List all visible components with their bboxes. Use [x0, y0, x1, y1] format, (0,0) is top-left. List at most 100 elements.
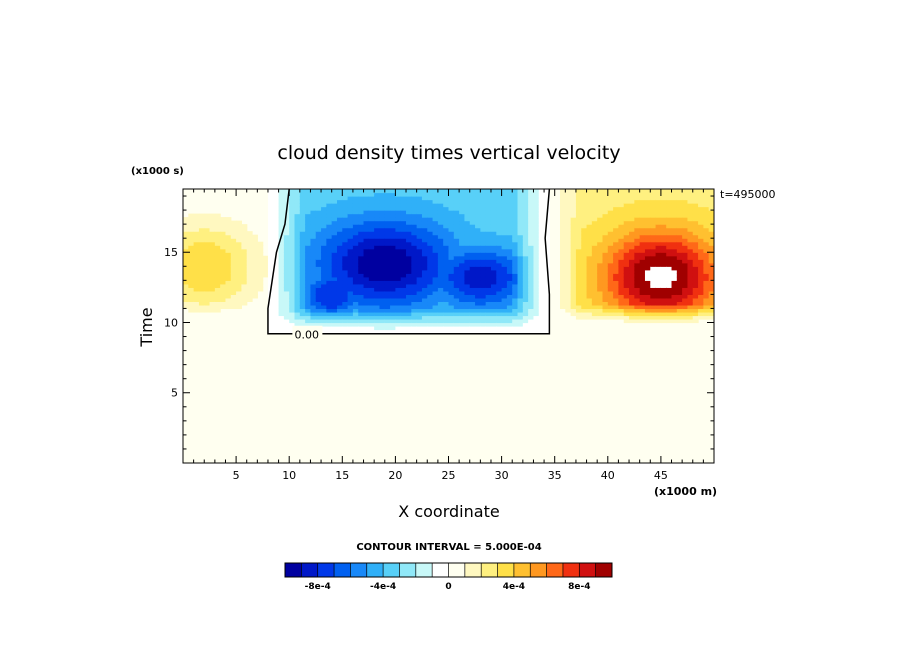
heatmap-cell [246, 280, 253, 285]
heatmap-cell [315, 259, 322, 264]
heatmap-cell [374, 210, 381, 215]
heatmap-cell [198, 308, 205, 313]
heatmap-cell [214, 255, 221, 260]
heatmap-cell [634, 255, 641, 260]
heatmap-cell [522, 220, 529, 225]
heatmap-cell [336, 245, 343, 250]
heatmap-cell [384, 231, 391, 236]
heatmap-cell [517, 206, 524, 211]
heatmap-cell [294, 294, 301, 299]
heatmap-cell [676, 318, 683, 324]
heatmap-cell [613, 245, 620, 250]
heatmap-cell [236, 301, 243, 306]
heatmap-cell [629, 203, 635, 208]
heatmap-cell [501, 227, 508, 232]
heatmap-cell [560, 189, 566, 194]
heatmap-cell [437, 210, 444, 215]
heatmap-cell [490, 304, 497, 310]
heatmap-cell [230, 220, 237, 225]
heatmap-cell [347, 315, 354, 320]
heatmap-cell [267, 231, 274, 236]
heatmap-cell [374, 297, 381, 303]
heatmap-cell [506, 301, 513, 306]
heatmap-cell [469, 238, 476, 243]
heatmap-cell [183, 280, 189, 285]
heatmap-cell [591, 290, 598, 295]
heatmap-cell [374, 308, 381, 313]
heatmap-cell [209, 245, 216, 250]
heatmap-cell [406, 241, 412, 246]
heatmap-cell [358, 220, 365, 225]
heatmap-cell [618, 224, 625, 229]
heatmap-cell [257, 283, 264, 288]
heatmap-cell [687, 269, 694, 274]
heatmap-cell [299, 203, 306, 208]
heatmap-cell [581, 206, 588, 211]
heatmap-cell [692, 294, 699, 299]
heatmap-cell [544, 290, 550, 295]
heatmap-cell [517, 322, 524, 327]
heatmap-cell [336, 287, 343, 292]
heatmap-cell [634, 269, 641, 274]
heatmap-cell [485, 318, 492, 324]
heatmap-cell [406, 318, 412, 324]
heatmap-cell [581, 304, 588, 310]
heatmap-cell [368, 318, 375, 324]
heatmap-cell [198, 255, 205, 260]
heatmap-cell [607, 217, 614, 222]
heatmap-cell [644, 220, 651, 225]
heatmap-cell [464, 301, 471, 306]
heatmap-cell [453, 196, 460, 201]
heatmap-cell [575, 280, 582, 285]
heatmap-cell [528, 301, 535, 306]
heatmap-cell [278, 255, 285, 260]
heatmap-cell [538, 220, 545, 225]
heatmap-cell [602, 238, 609, 243]
heatmap-cell [395, 210, 402, 215]
heatmap-cell [400, 252, 407, 257]
heatmap-cell [544, 203, 550, 208]
heatmap-cell [453, 238, 460, 243]
heatmap-cell [475, 308, 481, 313]
heatmap-cell [676, 196, 683, 201]
heatmap-cell [390, 322, 396, 327]
heatmap-cell [655, 294, 662, 299]
heatmap-cell [692, 245, 699, 250]
heatmap-cell [682, 311, 689, 317]
heatmap-cell [411, 283, 418, 288]
heatmap-cell [310, 210, 317, 215]
heatmap-cell [692, 241, 699, 246]
heatmap-cell [241, 262, 248, 267]
heatmap-cell [480, 318, 487, 324]
heatmap-cell [639, 199, 646, 204]
heatmap-cell [687, 248, 694, 253]
heatmap-cell [501, 206, 508, 211]
heatmap-cell [666, 283, 673, 288]
heatmap-cell [432, 213, 439, 218]
heatmap-cell [321, 301, 327, 306]
heatmap-cell [676, 308, 683, 313]
heatmap-cell [379, 311, 386, 317]
heatmap-cell [305, 301, 312, 306]
heatmap-cell [692, 199, 699, 204]
heatmap-cell [342, 280, 349, 285]
heatmap-cell [321, 206, 327, 211]
heatmap-cell [671, 217, 678, 222]
heatmap-cell [273, 304, 280, 310]
heatmap-cell [597, 262, 604, 267]
heatmap-cell [517, 280, 524, 285]
heatmap-cell [278, 315, 285, 320]
heatmap-cell [453, 287, 460, 292]
heatmap-cell [464, 322, 471, 327]
heatmap-cell [528, 329, 535, 334]
heatmap-cell [278, 283, 285, 288]
heatmap-cell [650, 290, 657, 295]
heatmap-cell [384, 297, 391, 303]
heatmap-cell [650, 231, 657, 236]
heatmap-cell [464, 266, 471, 271]
heatmap-cell [650, 245, 657, 250]
heatmap-cell [533, 262, 540, 267]
heatmap-cell [321, 248, 327, 253]
heatmap-cell [613, 259, 620, 264]
heatmap-cell [374, 283, 381, 288]
